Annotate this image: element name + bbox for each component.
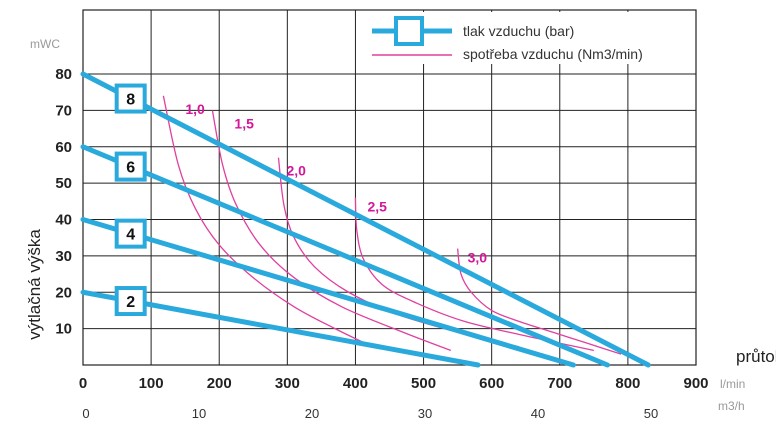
pressure-line — [80, 71, 651, 368]
y-tick-label: 80 — [55, 66, 72, 83]
x2-unit-label: m3/h — [718, 399, 745, 413]
x2-tick-label: 20 — [305, 406, 319, 421]
x-tick-label: 500 — [411, 375, 436, 392]
consumption-curve — [162, 95, 373, 348]
plot-frame — [82, 9, 697, 366]
pressure-line — [80, 144, 610, 368]
x2-tick-label: 40 — [531, 406, 545, 421]
consumption-label: 2,0 — [286, 163, 306, 179]
legend-pressure-label: tlak vzduchu (bar) — [463, 23, 574, 39]
x2-tick-label: 30 — [418, 406, 432, 421]
pressure-badge-label: 8 — [126, 92, 135, 109]
consumption-curve — [354, 197, 594, 352]
pressure-line — [80, 289, 481, 368]
y-tick-label: 20 — [55, 284, 72, 301]
x-tick-label: 600 — [479, 375, 504, 392]
x-tick-label: 400 — [343, 375, 368, 392]
x-tick-label: 100 — [139, 375, 164, 392]
x-tick-label: 900 — [683, 375, 708, 392]
y-tick-label: 30 — [55, 248, 72, 265]
x-tick-label: 800 — [615, 375, 640, 392]
consumption-label: 2,5 — [367, 199, 387, 215]
x-unit-label: l/min — [720, 377, 745, 391]
pressure-badge-label: 6 — [126, 160, 135, 177]
x-tick-label: 300 — [275, 375, 300, 392]
y-tick-label: 70 — [55, 102, 72, 119]
consumption-curve — [456, 248, 622, 355]
consumption-label: 1,5 — [234, 115, 254, 131]
pressure-line — [80, 217, 576, 368]
legend-pressure-marker — [394, 16, 424, 46]
pressure-badge-label: 2 — [126, 294, 135, 311]
pressure-badge — [114, 83, 147, 114]
y-tick-label: 50 — [55, 175, 72, 192]
x2-tick-label: 50 — [644, 406, 658, 421]
x-tick-label: 0 — [79, 375, 87, 392]
pressure-badge — [114, 151, 147, 182]
pressure-badge — [114, 286, 147, 317]
y-unit-label: mWC — [30, 37, 60, 51]
x-axis-title: průtok — [736, 347, 776, 366]
consumption-label: 1,0 — [185, 101, 205, 117]
x-tick-label: 700 — [547, 375, 572, 392]
x-tick-label: 200 — [207, 375, 232, 392]
consumption-curve — [211, 110, 452, 352]
y-axis-title: výtlačná výška — [25, 229, 44, 340]
x2-tick-label: 10 — [192, 406, 206, 421]
pressure-badge-label: 4 — [126, 227, 135, 244]
y-tick-label: 10 — [55, 321, 72, 338]
pressure-badge — [114, 218, 147, 249]
y-tick-label: 60 — [55, 139, 72, 156]
consumption-label: 3,0 — [468, 250, 488, 266]
legend-consumption-label: spotřeba vzduchu (Nm3/min) — [463, 46, 643, 62]
y-tick-label: 40 — [55, 212, 72, 229]
x2-tick-label: 0 — [82, 406, 89, 421]
